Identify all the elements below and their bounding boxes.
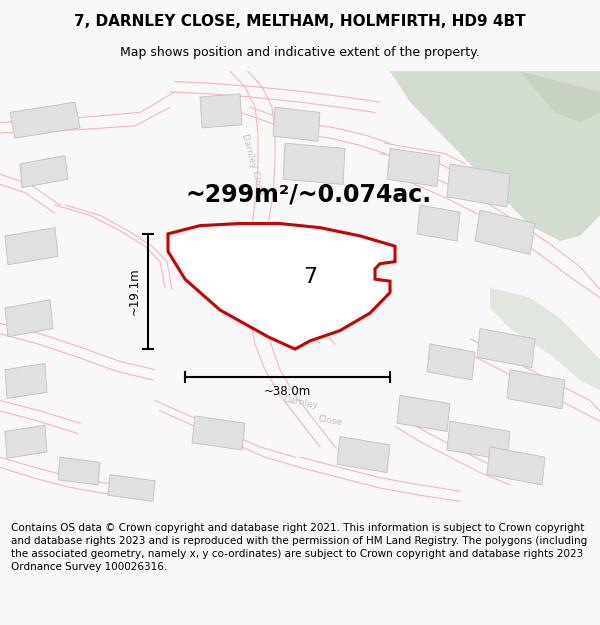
Polygon shape [390,71,600,241]
Polygon shape [200,94,242,128]
Polygon shape [283,143,345,184]
Text: ~38.0m: ~38.0m [264,385,311,398]
Polygon shape [58,457,100,485]
Text: Darnley Close: Darnley Close [239,132,265,196]
Polygon shape [477,329,535,367]
Polygon shape [387,148,440,186]
Text: Contains OS data © Crown copyright and database right 2021. This information is : Contains OS data © Crown copyright and d… [11,522,587,572]
Polygon shape [5,300,53,337]
Polygon shape [507,369,565,409]
Text: 7, DARNLEY CLOSE, MELTHAM, HOLMFIRTH, HD9 4BT: 7, DARNLEY CLOSE, MELTHAM, HOLMFIRTH, HD… [74,14,526,29]
Polygon shape [5,425,47,458]
Polygon shape [273,107,320,141]
Polygon shape [520,71,600,122]
Polygon shape [487,447,545,485]
Polygon shape [397,396,450,431]
Polygon shape [475,210,535,254]
Text: Close: Close [317,414,343,428]
Polygon shape [490,288,600,390]
Text: 7: 7 [303,267,317,287]
Polygon shape [417,205,460,241]
Polygon shape [5,228,58,265]
Text: Map shows position and indicative extent of the property.: Map shows position and indicative extent… [120,46,480,59]
Polygon shape [447,164,510,207]
Polygon shape [192,416,245,450]
Polygon shape [427,344,475,380]
Text: Darnley: Darnley [282,395,318,410]
Text: ~299m²/~0.074ac.: ~299m²/~0.074ac. [185,182,431,207]
Polygon shape [108,474,155,501]
Polygon shape [10,102,80,138]
Polygon shape [20,156,68,188]
Polygon shape [168,224,395,349]
Text: ~19.1m: ~19.1m [128,268,140,315]
Polygon shape [5,364,47,399]
Polygon shape [337,437,390,472]
Polygon shape [447,421,510,460]
